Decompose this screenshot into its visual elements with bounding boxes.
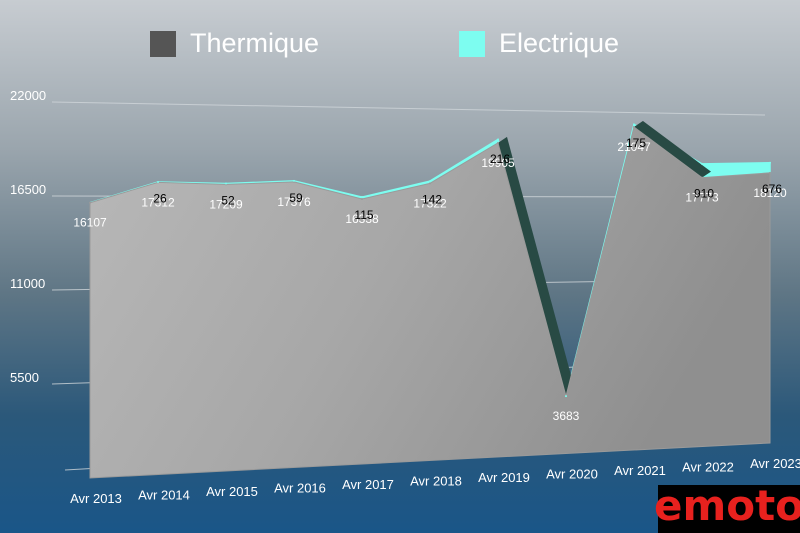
data-label-thermique: 21047: [617, 140, 651, 154]
data-label-electrique: 910: [694, 187, 714, 201]
data-label-thermique: 17312: [141, 195, 175, 209]
x-tick-label: Avr 2020: [546, 467, 598, 482]
data-label-electrique: 216: [490, 152, 510, 166]
x-tick-label: Avr 2013: [70, 491, 122, 506]
legend-item-electrique: Electrique: [459, 28, 619, 59]
point-thermique: [89, 201, 91, 204]
data-label-thermique: 17322: [413, 196, 447, 210]
data-label-thermique: 17773: [685, 191, 719, 205]
point-electrique: [769, 161, 771, 164]
emoto-logo: emoto: [654, 485, 800, 533]
data-label-electrique: 115: [354, 208, 373, 222]
x-tick-label: Avr 2016: [274, 481, 326, 496]
data-label-thermique: 17376: [277, 195, 311, 209]
data-label-thermique: 16338: [345, 212, 379, 226]
x-tick-label: Avr 2022: [682, 460, 734, 475]
data-label-thermique: 19905: [481, 156, 515, 170]
area-side-face: [498, 136, 575, 397]
x-tick-label: Avr 2023: [750, 456, 800, 471]
y-tick-label: 22000: [10, 88, 46, 103]
point-electrique: [497, 138, 499, 141]
area-side-face: [634, 121, 711, 178]
point-thermique: [429, 182, 431, 185]
point-thermique: [769, 171, 771, 174]
data-label-electrique: 52: [221, 193, 235, 207]
data-label-thermique: 3683: [553, 409, 580, 423]
data-label-electrique: 142: [422, 192, 442, 206]
x-tick-label: Avr 2015: [206, 484, 258, 499]
x-tick-label: Avr 2014: [138, 488, 190, 503]
point-thermique: [633, 126, 635, 129]
point-thermique: [701, 176, 703, 179]
data-label-electrique: 676: [762, 182, 782, 196]
data-label-thermique: 17209: [209, 197, 243, 211]
point-electrique: [225, 182, 227, 185]
x-tick-label: Avr 2019: [478, 470, 530, 485]
y-tick-label: 16500: [10, 182, 46, 197]
point-electrique: [565, 395, 567, 398]
point-electrique: [293, 179, 295, 182]
y-tick-label: 5500: [10, 370, 39, 385]
x-tick-label: Avr 2021: [614, 463, 666, 478]
legend-label-thermique: Thermique: [190, 28, 320, 58]
point-electrique: [701, 162, 703, 165]
point-thermique: [497, 141, 499, 144]
legend: Thermique Electrique: [0, 28, 800, 68]
data-label-thermique: 16107: [73, 216, 107, 230]
y-tick-label: 11000: [10, 276, 45, 291]
data-label-thermique: 18120: [753, 186, 787, 200]
point-electrique: [429, 180, 431, 183]
data-label-electrique: 26: [153, 191, 167, 205]
data-label-electrique: 59: [289, 191, 303, 205]
legend-item-thermique: Thermique: [150, 28, 319, 59]
logo-text: emoto: [653, 481, 800, 530]
area-thermique: [89, 126, 771, 479]
x-tick-label: Avr 2017: [342, 477, 394, 492]
legend-swatch-electrique: [459, 30, 485, 57]
point-electrique: [633, 123, 635, 126]
data-label-electrique: 175: [626, 136, 646, 150]
point-thermique: [361, 198, 363, 201]
point-electrique: [361, 196, 363, 199]
legend-swatch-thermique: [150, 30, 176, 57]
x-tick-label: Avr 2018: [410, 474, 462, 489]
legend-label-electrique: Electrique: [499, 28, 620, 58]
point-electrique: [157, 180, 159, 183]
gridline: [51, 101, 766, 116]
